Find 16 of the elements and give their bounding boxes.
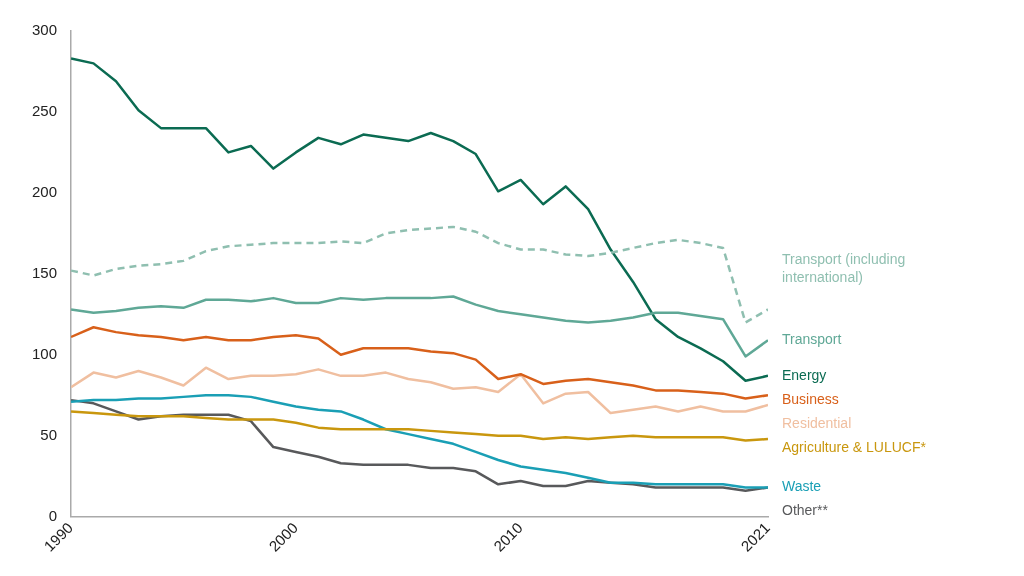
series-label: Energy — [782, 366, 827, 383]
y-tick-label: 50 — [40, 425, 58, 443]
line-series — [71, 225, 768, 324]
series-label: Residential — [782, 414, 852, 431]
series-label: Transport — [782, 331, 842, 348]
y-tick-label: 0 — [48, 506, 58, 524]
y-tick-label: 250 — [32, 102, 58, 120]
series-label: Business — [782, 390, 839, 407]
y-tick-label: 100 — [32, 344, 58, 362]
y-tick-label: 150 — [32, 263, 58, 281]
series-label: Waste — [782, 478, 822, 495]
y-tick-label: 200 — [32, 183, 58, 201]
series-label: Agriculture & LULUCF* — [782, 438, 927, 455]
series-label: Other** — [782, 502, 829, 519]
series-label: Transport (including international) — [782, 251, 906, 286]
y-tick-label: 300 — [32, 21, 58, 39]
